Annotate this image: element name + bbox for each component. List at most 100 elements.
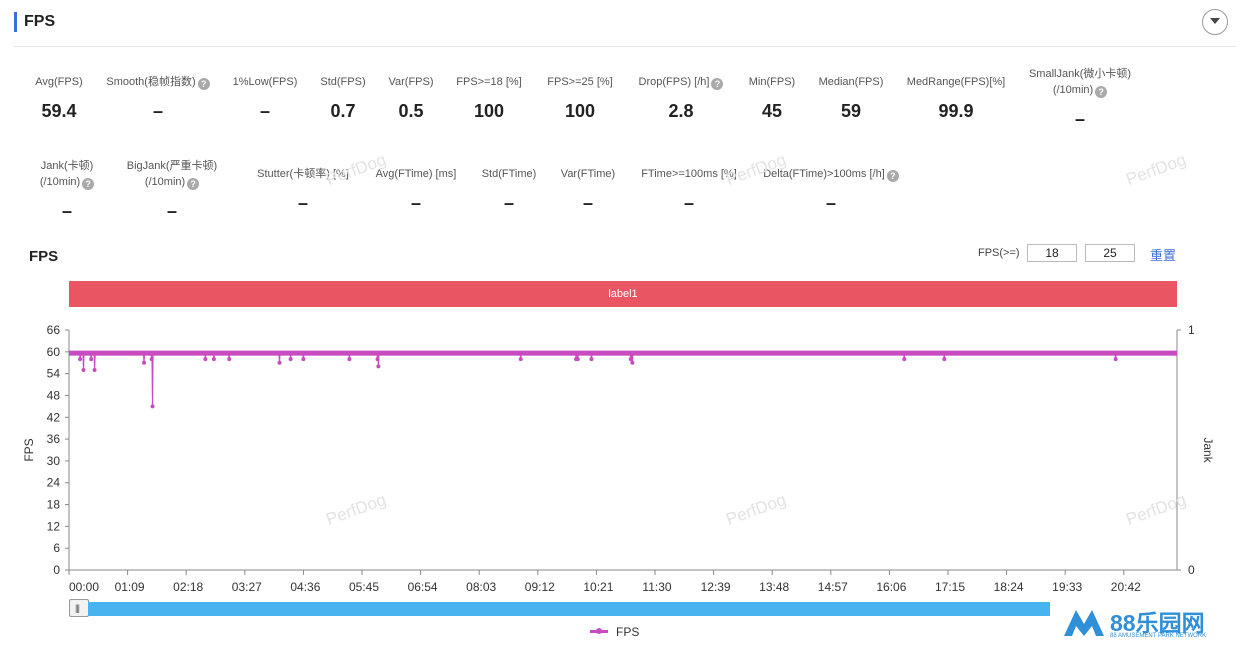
metric-label: Avg(FPS) — [35, 76, 83, 88]
grip-icon: ||| — [75, 603, 80, 613]
fps-point[interactable] — [288, 357, 293, 362]
x-tick-label: 06:54 — [408, 580, 438, 594]
fps-point[interactable] — [89, 357, 94, 362]
help-icon[interactable]: ? — [197, 78, 210, 90]
metric-label-unit: (/10min)? — [0, 174, 147, 190]
metric-cell: Var(FPS) 0.5 — [331, 74, 491, 122]
fps-point[interactable] — [211, 357, 216, 362]
metric-value: – — [410, 193, 421, 213]
metric-value: 45 — [761, 101, 783, 121]
fps-point[interactable] — [149, 357, 154, 362]
fps-point[interactable] — [277, 360, 282, 365]
fps-point[interactable] — [81, 368, 86, 372]
panel-header: FPS — [14, 10, 1236, 47]
collapse-button[interactable] — [1202, 9, 1228, 35]
accent-bar — [14, 12, 17, 32]
metric-label: 1%Low(FPS) — [232, 76, 298, 88]
metric-label: Jank(卡顿) — [40, 160, 94, 172]
metric-value: 100 — [564, 101, 596, 121]
metric-cell: Delta(FTime)>100ms [/h]? – — [751, 166, 911, 214]
metric-cell: FTime>=100ms [%] – — [609, 166, 769, 214]
metric-value: – — [259, 101, 270, 121]
x-tick-label: 11:30 — [642, 580, 671, 594]
help-icon[interactable]: ? — [82, 178, 95, 190]
fps-point[interactable] — [301, 357, 306, 362]
fps-point[interactable] — [1113, 357, 1118, 362]
fps-point[interactable] — [150, 404, 155, 409]
metric-value: – — [166, 201, 177, 221]
metric-value: – — [152, 101, 163, 121]
threshold-label: FPS(>=) — [978, 247, 1020, 259]
x-tick-label: 18:24 — [994, 580, 1024, 594]
legend-label: FPS — [616, 625, 640, 639]
help-icon[interactable]: ? — [886, 170, 899, 182]
fps-point[interactable] — [203, 357, 208, 362]
fps-point[interactable] — [227, 357, 232, 362]
metric-value: – — [582, 193, 593, 213]
fps-point[interactable] — [942, 357, 947, 362]
metric-value: – — [825, 193, 836, 213]
reset-button[interactable]: 重置 — [1150, 248, 1177, 263]
x-tick-label: 20:42 — [1111, 580, 1141, 594]
metric-cell: FPS>=25 [%] 100 — [500, 74, 660, 122]
y-tick-label: 66 — [47, 323, 61, 337]
fps-point[interactable] — [630, 360, 635, 365]
x-tick-label: 13:48 — [759, 580, 789, 594]
metric-cell: Std(FPS) 0.7 — [263, 74, 423, 122]
zoom-slider-handle[interactable]: ||| — [69, 599, 89, 617]
threshold-input-2[interactable] — [1085, 244, 1135, 262]
metric-label: Var(FTime) — [560, 168, 616, 180]
metric-label: Avg(FTime) [ms] — [375, 168, 457, 180]
help-icon[interactable]: ? — [1095, 86, 1108, 98]
y-tick-label: 24 — [47, 476, 61, 490]
y-tick-label: 36 — [47, 432, 61, 446]
metric-label: MedRange(FPS)[%] — [906, 76, 1006, 88]
metric-cell: Std(FTime) – — [429, 166, 589, 214]
metric-value: 0.7 — [330, 101, 356, 121]
zoom-slider-track[interactable] — [88, 602, 1050, 616]
help-icon[interactable]: ? — [711, 78, 724, 90]
legend-item-fps[interactable]: FPS — [590, 625, 639, 639]
x-tick-label: 05:45 — [349, 580, 379, 594]
metric-label: FPS>=18 [%] — [456, 76, 522, 88]
fps-point[interactable] — [575, 357, 580, 362]
x-tick-label: 17:15 — [935, 580, 965, 594]
metric-cell: Min(FPS) 45 — [692, 74, 852, 122]
label-banner[interactable]: label1 — [69, 281, 1177, 307]
fps-point[interactable] — [902, 357, 907, 362]
metric-cell: MedRange(FPS)[%] 99.9 — [876, 74, 1036, 122]
fps-point[interactable] — [518, 357, 523, 362]
fps-point[interactable] — [347, 357, 352, 362]
x-tick-label: 12:39 — [701, 580, 731, 594]
metric-label: Var(FPS) — [388, 76, 434, 88]
fps-point[interactable] — [92, 368, 97, 372]
metric-cell: Avg(FTime) [ms] – — [336, 166, 496, 214]
x-tick-label: 09:12 — [525, 580, 555, 594]
metric-value: 99.9 — [938, 101, 974, 121]
metric-label: Min(FPS) — [748, 76, 796, 88]
site-logo: 88乐园网 88 AMUSEMENT PARK NETWORK — [1062, 604, 1242, 644]
fps-point[interactable] — [376, 364, 381, 369]
fps-point[interactable] — [142, 360, 147, 365]
metric-label: SmallJank(微小卡顿) — [1028, 68, 1132, 80]
metric-value: 100 — [473, 101, 505, 121]
legend-swatch — [590, 628, 608, 634]
fps-point[interactable] — [589, 357, 594, 362]
fps-point[interactable] — [375, 357, 380, 362]
fps-point[interactable] — [628, 357, 633, 362]
metric-label: Std(FPS) — [320, 76, 366, 88]
metric-value: – — [1074, 109, 1085, 129]
metric-label: Smooth(稳帧指数)? — [78, 74, 238, 90]
metric-label-unit: (/10min)? — [1000, 82, 1160, 98]
metric-cell: 1%Low(FPS) – — [185, 74, 345, 122]
logo-subtitle: 88 AMUSEMENT PARK NETWORK — [1110, 633, 1207, 639]
metric-cell: FPS>=18 [%] 100 — [409, 74, 569, 122]
fps-series-line[interactable] — [69, 353, 1177, 407]
fps-point[interactable] — [78, 357, 83, 362]
fps-chart[interactable]: 0 6 12 18 24 30 36 42 48 54 60 66 0 1 FPS Jank 00:00 01:0… — [0, 318, 1250, 598]
metric-value: – — [61, 201, 72, 221]
panel-title: FPS — [24, 13, 56, 30]
x-tick-label: 00:00 — [69, 580, 99, 594]
help-icon[interactable]: ? — [187, 178, 200, 190]
threshold-input-1[interactable] — [1027, 244, 1077, 262]
